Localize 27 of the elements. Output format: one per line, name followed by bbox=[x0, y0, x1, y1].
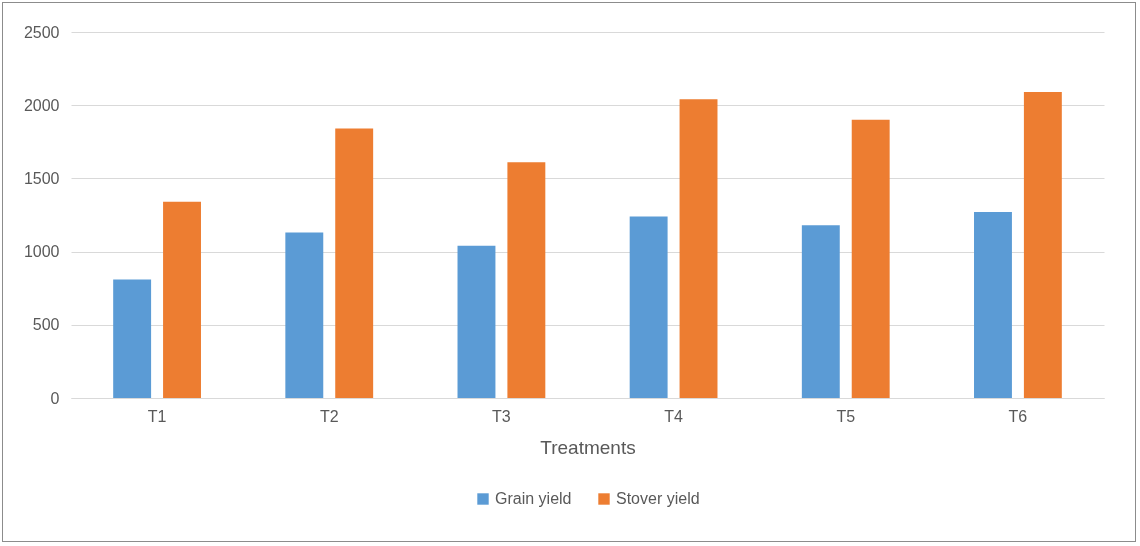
bar bbox=[113, 279, 152, 398]
y-tick-label: 2000 bbox=[23, 96, 60, 114]
x-tick-label: T4 bbox=[664, 407, 684, 425]
y-tick-label: 0 bbox=[50, 389, 60, 407]
x-tick-label: T3 bbox=[492, 407, 511, 425]
x-tick-label: T5 bbox=[836, 407, 856, 425]
x-tick-label: T2 bbox=[319, 407, 339, 425]
x-tick-label: T6 bbox=[1008, 407, 1028, 425]
bar bbox=[629, 216, 668, 398]
bar bbox=[285, 232, 324, 398]
bar bbox=[457, 245, 496, 398]
legend-label: Stover yield bbox=[616, 490, 700, 507]
y-tick-label: 500 bbox=[32, 316, 60, 334]
bar bbox=[679, 99, 718, 398]
bar bbox=[851, 119, 890, 398]
bar bbox=[163, 201, 201, 398]
bar bbox=[1023, 92, 1062, 398]
y-tick-label: 2500 bbox=[23, 23, 60, 41]
legend-label: Grain yield bbox=[495, 490, 572, 507]
bar bbox=[507, 162, 546, 398]
bar bbox=[335, 128, 374, 398]
x-tick-label: T1 bbox=[147, 407, 167, 425]
y-tick-label: 1000 bbox=[23, 243, 60, 261]
bar bbox=[974, 212, 1012, 398]
x-axis-title: Treatments bbox=[540, 436, 636, 458]
bar bbox=[801, 225, 840, 398]
y-tick-label: 1500 bbox=[23, 169, 60, 187]
